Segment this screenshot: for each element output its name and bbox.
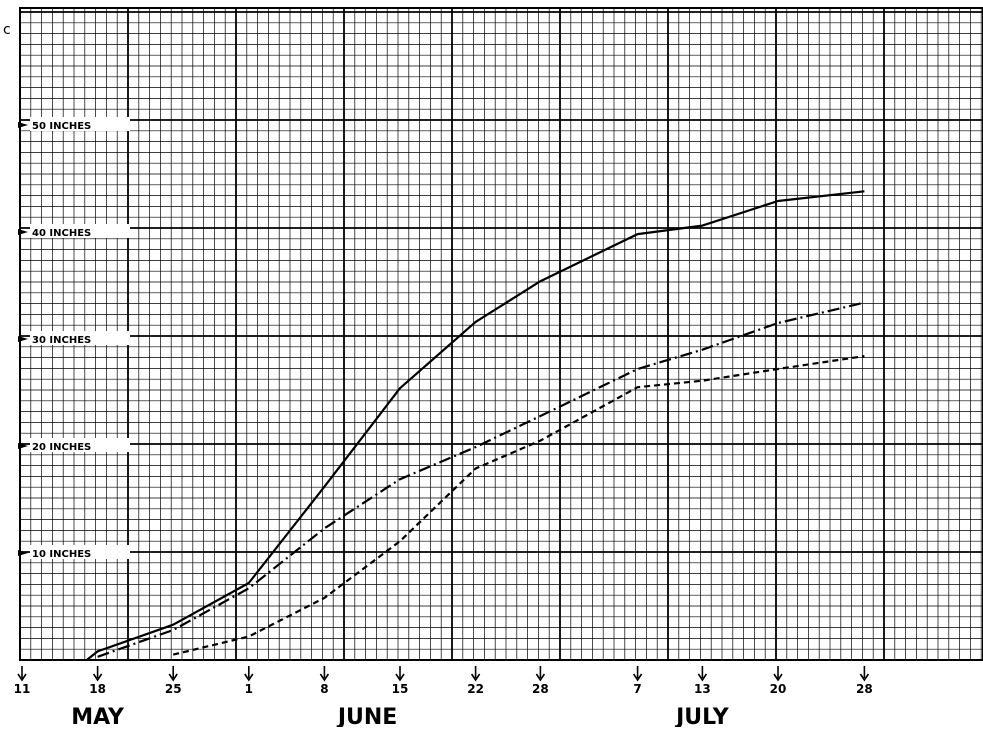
x-tick-arrow-head [470,673,481,682]
y-tick-label: 20 INCHES [32,442,91,453]
y-tick-label-bg [30,545,130,559]
y-tick-label-bg [30,224,130,238]
x-tick-arrow-head [17,673,27,682]
x-tick-label: 13 [694,682,711,696]
x-tick-arrow-head [535,673,546,682]
x-tick-arrow-head [319,673,330,682]
x-tick-arrow-head [92,673,103,682]
x-axis-ticks: 11 18 25 1 8 15 22 28 7 13 20 28 [14,666,873,696]
y-tick-label: 10 INCHES [32,549,91,560]
x-tick-arrow-head [859,673,870,682]
x-tick-label: 1 [245,682,253,696]
month-label: JUNE [336,705,398,727]
y-axis-ticks: 10 INCHES 20 INCHES 30 INCHES 40 INCHES 50 I… [18,117,130,560]
x-tick-label: 20 [770,682,787,696]
month-label: MAY [71,705,125,727]
month-label: JULY [674,705,730,727]
y-tick-marker [18,122,28,128]
x-tick-label: 8 [320,682,328,696]
y-tick-label-bg [30,117,130,131]
x-tick-arrow-head [697,673,708,682]
x-tick-arrow-head [632,673,643,682]
x-tick-label: 11 [14,682,31,696]
y-tick-marker [18,550,28,556]
x-tick-label: 25 [165,682,182,696]
series-line-dash-dot [97,301,865,658]
series-lines [86,190,865,661]
x-tick-label: 22 [467,682,484,696]
y-tick-label: 40 INCHES [32,228,91,239]
y-tick-label: 50 INCHES [32,121,91,132]
y-tick-marker [18,443,28,449]
x-tick-label: 28 [532,682,549,696]
month-labels: MAY JUNE JULY [71,705,730,730]
x-tick-arrow-head [168,673,178,682]
y-tick-label-bg [30,438,130,452]
x-tick-label: 7 [633,682,641,696]
series-line-dashed [172,355,865,656]
x-tick-arrow-head [244,673,254,682]
y-tick-marker [18,229,28,235]
series-line-solid [86,190,865,661]
x-tick-label: 18 [89,682,106,696]
x-tick-label: 28 [856,682,873,696]
y-tick-label-bg [30,331,130,345]
x-tick-label: 15 [392,682,409,696]
corner-mark: c [3,22,11,38]
grid [19,7,983,661]
y-tick-marker [18,336,28,342]
x-tick-arrow-head [773,673,783,682]
x-tick-arrow-head [395,673,405,682]
y-tick-label: 30 INCHES [32,335,91,346]
